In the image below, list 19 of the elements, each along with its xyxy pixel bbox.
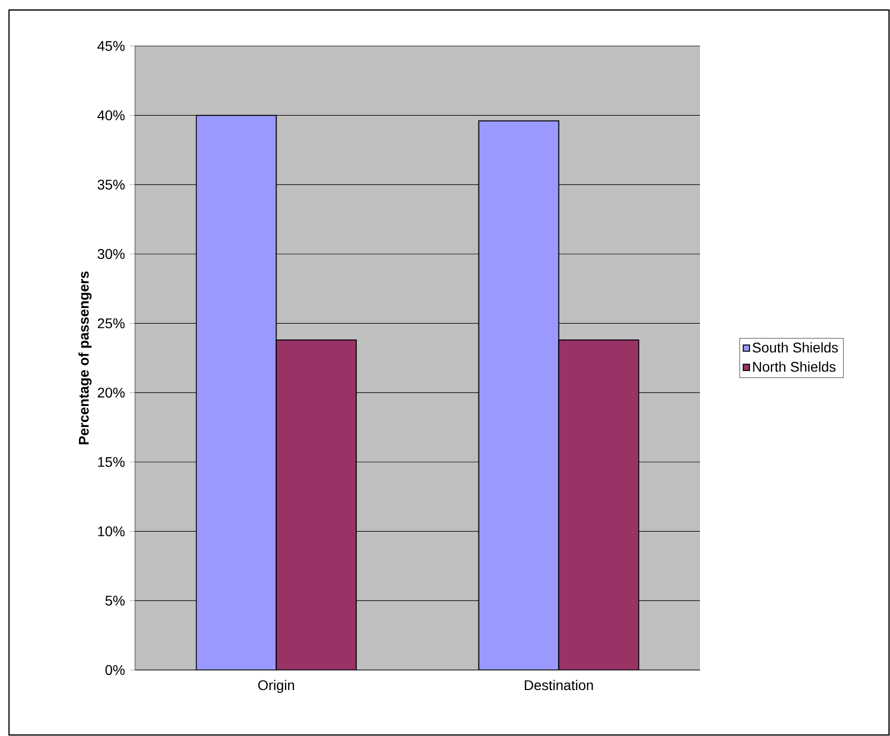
x-tick-label: Destination	[524, 680, 593, 690]
bar	[276, 339, 357, 670]
bar	[196, 114, 277, 670]
y-tick-label: 40%	[97, 110, 125, 120]
bar	[478, 120, 560, 670]
y-axis-title: Percentage of passengers	[78, 271, 92, 444]
y-tick-label: 30%	[98, 249, 125, 259]
y-tick-label: 20%	[98, 388, 125, 398]
y-tick-label: 0%	[105, 665, 125, 675]
x-tick-label: Origin	[258, 680, 294, 693]
y-tick-label: 15%	[98, 457, 125, 467]
y-tick-label: 25%	[98, 318, 125, 328]
y-tick-label: 10%	[98, 526, 125, 536]
bar	[558, 339, 640, 670]
legend-label: South Shields	[752, 342, 838, 353]
y-tick-label: 35%	[98, 180, 125, 190]
y-tick-label: 45%	[97, 41, 125, 51]
y-tick-label: 5%	[105, 596, 125, 606]
legend-label: North Shields	[753, 361, 836, 372]
